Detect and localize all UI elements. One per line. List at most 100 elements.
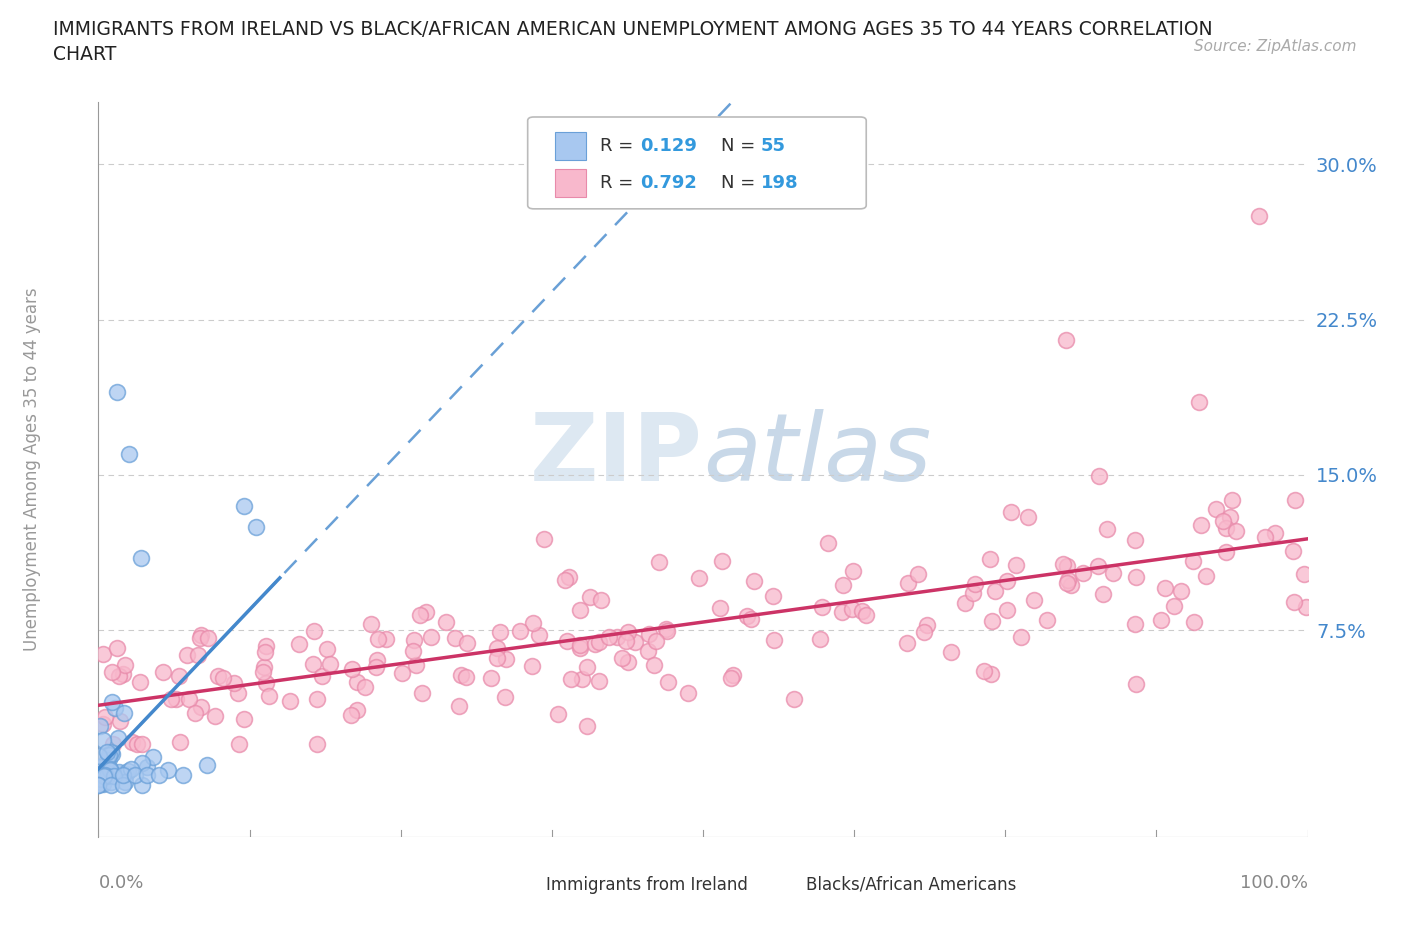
Point: [115, 767, 138, 782]
Point: [762, 589, 785, 604]
Point: [252, 664, 274, 679]
Point: [346, 675, 368, 690]
Point: [97, 751, 120, 766]
Point: [575, 718, 598, 733]
Point: [676, 685, 699, 700]
Point: [1095, 522, 1118, 537]
Point: [346, 703, 368, 718]
Point: [763, 632, 786, 647]
Point: [1195, 568, 1218, 583]
Point: [1182, 553, 1205, 568]
Point: [228, 737, 250, 751]
Point: [96, 752, 118, 767]
Point: [129, 551, 152, 565]
Point: [555, 633, 578, 648]
Point: [135, 767, 157, 782]
Point: [1092, 587, 1115, 602]
Point: [598, 630, 620, 644]
Point: [995, 574, 1018, 589]
Point: [278, 694, 301, 709]
Point: [305, 737, 328, 751]
Point: [131, 737, 153, 751]
Point: [979, 551, 1001, 566]
Text: CHART: CHART: [53, 45, 117, 63]
Point: [456, 635, 478, 650]
Point: [108, 764, 131, 779]
Point: [207, 668, 229, 683]
Point: [450, 668, 472, 683]
Text: N =: N =: [721, 138, 761, 155]
Point: [90, 771, 112, 786]
Point: [375, 631, 398, 646]
Point: [997, 603, 1019, 618]
Point: [121, 735, 143, 750]
Text: R =: R =: [600, 174, 640, 193]
Point: [364, 659, 387, 674]
Point: [187, 647, 209, 662]
Point: [558, 570, 581, 585]
Point: [962, 585, 984, 600]
Bar: [555, 169, 586, 197]
Point: [589, 592, 612, 607]
Point: [226, 685, 249, 700]
Point: [100, 777, 122, 792]
Point: [419, 630, 441, 644]
Point: [1054, 333, 1077, 348]
Point: [254, 675, 277, 690]
Point: [100, 775, 122, 790]
Point: [1071, 565, 1094, 580]
Point: [118, 446, 141, 461]
Point: [212, 671, 235, 685]
Text: Unemployment Among Ages 35 to 44 years: Unemployment Among Ages 35 to 44 years: [22, 288, 41, 651]
Point: [89, 719, 111, 734]
Point: [190, 628, 212, 643]
Point: [1017, 510, 1039, 525]
Point: [107, 669, 129, 684]
Point: [404, 632, 426, 647]
Point: [1284, 493, 1306, 508]
Point: [1215, 545, 1237, 560]
Point: [817, 535, 839, 550]
Point: [101, 695, 124, 710]
Point: [195, 757, 218, 772]
Point: [354, 680, 377, 695]
Point: [254, 639, 277, 654]
Point: [1189, 517, 1212, 532]
Point: [112, 706, 135, 721]
Text: 198: 198: [761, 174, 799, 193]
Point: [1087, 558, 1109, 573]
Point: [1182, 615, 1205, 630]
Point: [527, 628, 550, 643]
Point: [1212, 513, 1234, 528]
Point: [624, 634, 647, 649]
FancyBboxPatch shape: [527, 117, 866, 209]
Point: [907, 566, 929, 581]
Point: [91, 732, 114, 747]
Point: [647, 554, 669, 569]
Point: [1056, 573, 1078, 588]
Point: [254, 644, 277, 659]
Point: [485, 640, 508, 655]
Point: [87, 777, 110, 792]
Point: [89, 763, 111, 777]
Point: [1249, 208, 1271, 223]
Point: [447, 699, 470, 714]
Point: [103, 768, 125, 783]
Point: [605, 630, 627, 644]
Point: [1004, 557, 1026, 572]
Point: [1205, 501, 1227, 516]
Point: [617, 625, 640, 640]
Point: [96, 744, 118, 759]
Point: [709, 600, 731, 615]
Point: [105, 385, 128, 400]
Point: [172, 767, 194, 782]
Point: [87, 749, 110, 764]
Point: [1000, 504, 1022, 519]
Bar: [769, 874, 796, 896]
Point: [232, 498, 254, 513]
Point: [107, 731, 129, 746]
Point: [311, 669, 333, 684]
Point: [1163, 599, 1185, 614]
Point: [93, 764, 115, 779]
Point: [111, 777, 134, 792]
